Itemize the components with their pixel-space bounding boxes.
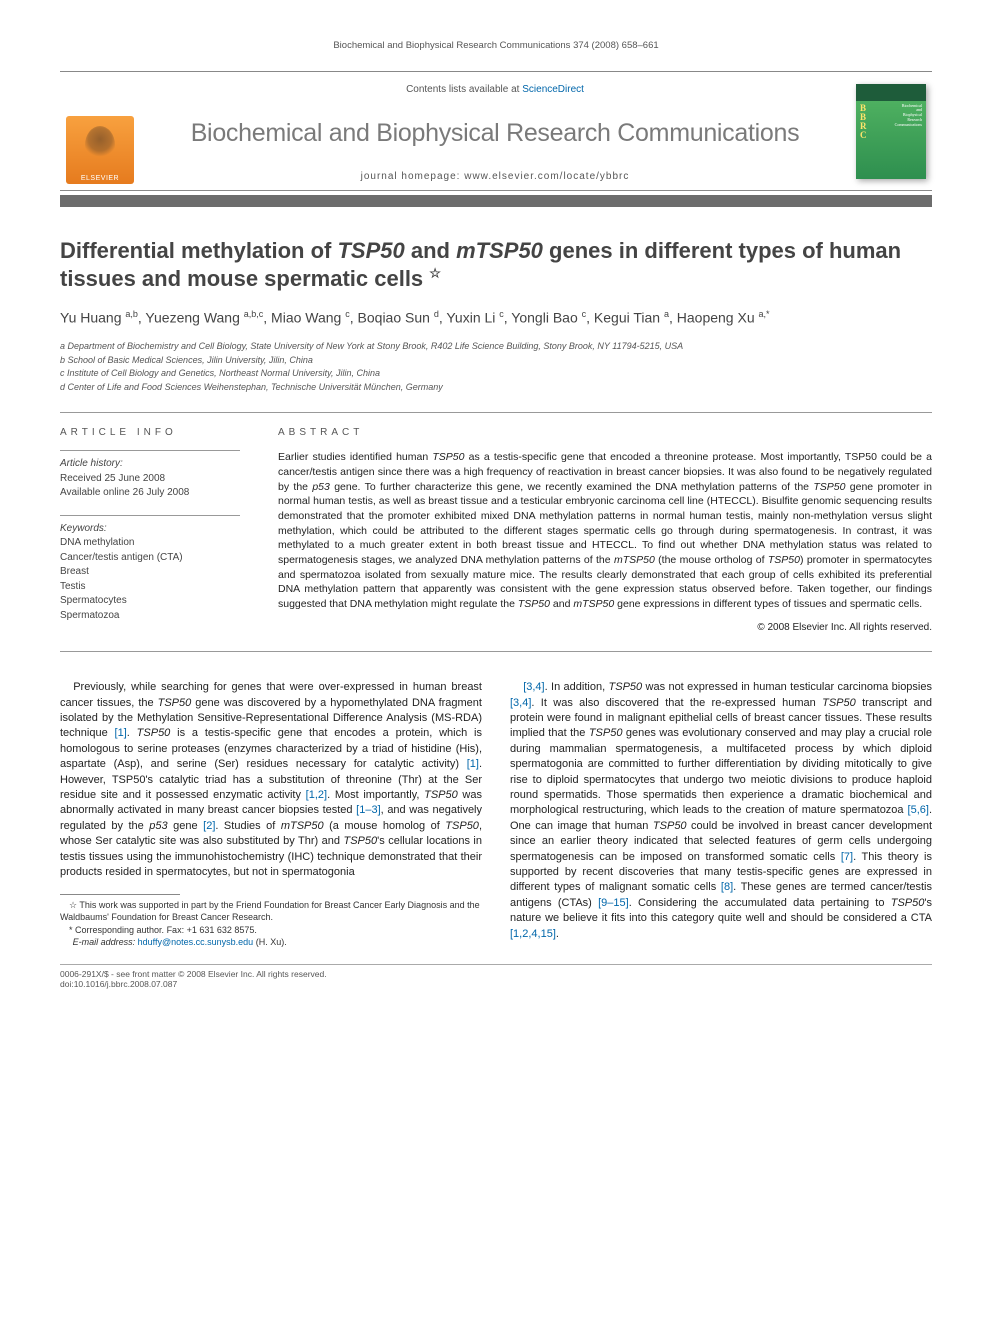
email-who: (H. Xu).: [256, 937, 287, 947]
body-paragraph: [3,4]. In addition, TSP50 was not expres…: [510, 680, 932, 942]
abstract-column: ABSTRACT Earlier studies identified huma…: [278, 427, 932, 637]
article-info-label: ARTICLE INFO: [60, 427, 240, 438]
affiliation: a Department of Biochemistry and Cell Bi…: [60, 340, 932, 354]
abstract-text: Earlier studies identified human TSP50 a…: [278, 450, 932, 612]
footnotes: ☆ This work was supported in part by the…: [60, 899, 482, 948]
meta-row: ARTICLE INFO Article history: Received 2…: [60, 427, 932, 637]
corresponding-note: * Corresponding author. Fax: +1 631 632 …: [60, 924, 482, 936]
contents-lists-line: Contents lists available at ScienceDirec…: [406, 84, 584, 95]
elsevier-logo: ELSEVIER: [66, 116, 134, 184]
funding-note: ☆ This work was supported in part by the…: [60, 899, 482, 923]
body-paragraph: Previously, while searching for genes th…: [60, 680, 482, 880]
bbrc-letters: B B R C: [860, 104, 867, 140]
homepage-url: www.elsevier.com/locate/ybbrc: [464, 171, 629, 182]
keywords-block: Keywords: DNA methylation Cancer/testis …: [60, 515, 240, 624]
body-text: Previously, while searching for genes th…: [60, 680, 932, 948]
article-info-column: ARTICLE INFO Article history: Received 2…: [60, 427, 240, 637]
history-heading: Article history:: [60, 458, 123, 469]
abstract-label: ABSTRACT: [278, 427, 932, 438]
online-date: Available online 26 July 2008: [60, 487, 189, 498]
footer-doi: doi:10.1016/j.bbrc.2008.07.087: [60, 979, 932, 989]
journal-name: Biochemical and Biophysical Research Com…: [191, 119, 800, 148]
email-link[interactable]: hduffy@notes.cc.sunysb.edu: [138, 937, 254, 947]
keyword: Cancer/testis antigen (CTA): [60, 552, 183, 563]
header-center: Contents lists available at ScienceDirec…: [140, 72, 850, 190]
homepage-line: journal homepage: www.elsevier.com/locat…: [361, 171, 630, 182]
sciencedirect-link[interactable]: ScienceDirect: [522, 84, 584, 95]
keyword: Testis: [60, 581, 86, 592]
footer-copyright: 0006-291X/$ - see front matter © 2008 El…: [60, 969, 932, 979]
email-label: E-mail address:: [73, 937, 136, 947]
article-title: Differential methylation of TSP50 and mT…: [60, 237, 932, 292]
bbrc-subtitle: Biochemical and Biophysical Research Com…: [895, 104, 922, 128]
meta-rule: [60, 412, 932, 413]
keyword: DNA methylation: [60, 537, 134, 548]
body-rule: [60, 651, 932, 652]
homepage-prefix: journal homepage:: [361, 171, 465, 182]
journal-cover: B B R C Biochemical and Biophysical Rese…: [856, 84, 926, 179]
keywords-heading: Keywords:: [60, 523, 107, 534]
contents-prefix: Contents lists available at: [406, 84, 522, 95]
elsevier-label: ELSEVIER: [81, 175, 119, 182]
affiliation: c Institute of Cell Biology and Genetics…: [60, 367, 932, 381]
keyword: Spermatozoa: [60, 610, 119, 621]
affiliation: b School of Basic Medical Sciences, Jili…: [60, 354, 932, 368]
affiliations: a Department of Biochemistry and Cell Bi…: [60, 340, 932, 394]
header-rule: [60, 195, 932, 207]
publisher-logo-box: ELSEVIER: [60, 72, 140, 190]
footnote-rule: [60, 894, 180, 895]
keyword: Breast: [60, 566, 89, 577]
running-head: Biochemical and Biophysical Research Com…: [60, 40, 932, 51]
received-date: Received 25 June 2008: [60, 473, 165, 484]
article-history: Article history: Received 25 June 2008 A…: [60, 450, 240, 501]
page-footer: 0006-291X/$ - see front matter © 2008 El…: [60, 964, 932, 989]
author-list: Yu Huang a,b, Yuezeng Wang a,b,c, Miao W…: [60, 308, 932, 328]
abstract-copyright: © 2008 Elsevier Inc. All rights reserved…: [278, 622, 932, 633]
affiliation: d Center of Life and Food Sciences Weihe…: [60, 381, 932, 395]
keyword: Spermatocytes: [60, 595, 127, 606]
cover-thumbnail-box: B B R C Biochemical and Biophysical Rese…: [850, 72, 932, 190]
journal-header: ELSEVIER Contents lists available at Sci…: [60, 71, 932, 191]
